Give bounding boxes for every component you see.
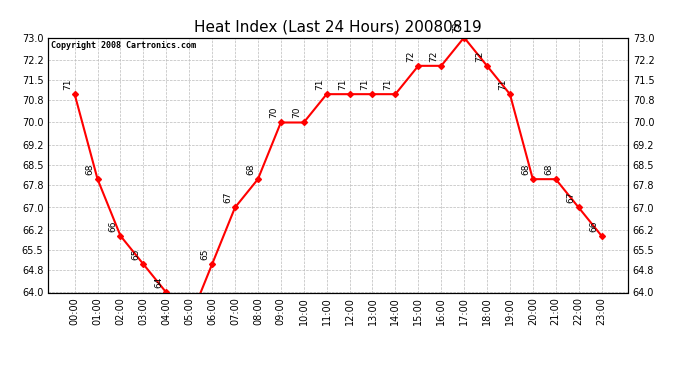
- Text: 72: 72: [429, 50, 438, 62]
- Text: 70: 70: [269, 107, 278, 118]
- Text: 71: 71: [361, 78, 370, 90]
- Text: 71: 71: [315, 78, 324, 90]
- Text: 66: 66: [590, 220, 599, 232]
- Text: 63: 63: [0, 374, 1, 375]
- Text: 64: 64: [155, 277, 164, 288]
- Text: 72: 72: [475, 50, 484, 62]
- Text: 65: 65: [132, 249, 141, 260]
- Text: 66: 66: [109, 220, 118, 232]
- Text: 70: 70: [292, 107, 301, 118]
- Text: 73: 73: [453, 22, 462, 33]
- Text: 71: 71: [338, 78, 347, 90]
- Text: 71: 71: [498, 78, 507, 90]
- Text: Copyright 2008 Cartronics.com: Copyright 2008 Cartronics.com: [51, 41, 196, 50]
- Title: Heat Index (Last 24 Hours) 20080819: Heat Index (Last 24 Hours) 20080819: [194, 20, 482, 35]
- Text: 67: 67: [567, 192, 576, 203]
- Text: 67: 67: [224, 192, 233, 203]
- Text: 71: 71: [63, 78, 72, 90]
- Text: 68: 68: [544, 164, 553, 175]
- Text: 68: 68: [86, 164, 95, 175]
- Text: 65: 65: [200, 249, 209, 260]
- Text: 71: 71: [384, 78, 393, 90]
- Text: 68: 68: [521, 164, 530, 175]
- Text: 68: 68: [246, 164, 255, 175]
- Text: 72: 72: [406, 50, 415, 62]
